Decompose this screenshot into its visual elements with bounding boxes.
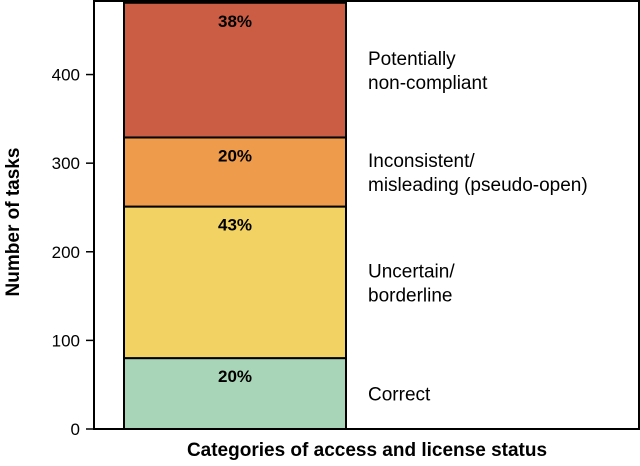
y-axis-title: Number of tasks [3, 148, 24, 297]
segment-category-label: Inconsistent/ [368, 151, 475, 172]
bar-segment [123, 205, 347, 360]
segment-category-label: Uncertain/ [368, 261, 455, 282]
x-axis-title: Categories of access and license status [187, 440, 547, 461]
bar-segment [123, 1, 347, 139]
segment-percent-label: 38% [218, 12, 252, 31]
plot-frame [93, 0, 640, 430]
segment-category-label: misleading (pseudo-open) [368, 175, 588, 196]
segment-category-label: non-compliant [368, 73, 488, 94]
segment-percent-label: 43% [218, 216, 252, 235]
segment-category-label: Correct [368, 385, 431, 406]
y-tick-label: 100 [52, 331, 80, 350]
segment-category-label: borderline [368, 285, 453, 306]
y-tick-label: 0 [71, 420, 80, 439]
y-tick-label: 300 [52, 154, 80, 173]
bar-segments [123, 1, 347, 431]
category-labels: Correct Uncertain/borderline Inconsistent/… [368, 49, 588, 405]
segment-percent-label: 20% [218, 146, 252, 165]
segment-category-label: Potentially [368, 49, 456, 70]
y-tick-label: 200 [52, 243, 80, 262]
y-axis: 0 100 200 300 400 [52, 66, 94, 439]
segment-percent-label: 20% [218, 367, 252, 386]
y-tick-label: 400 [52, 66, 80, 85]
percent-labels: 20% 43% 20% 38% [218, 12, 252, 386]
